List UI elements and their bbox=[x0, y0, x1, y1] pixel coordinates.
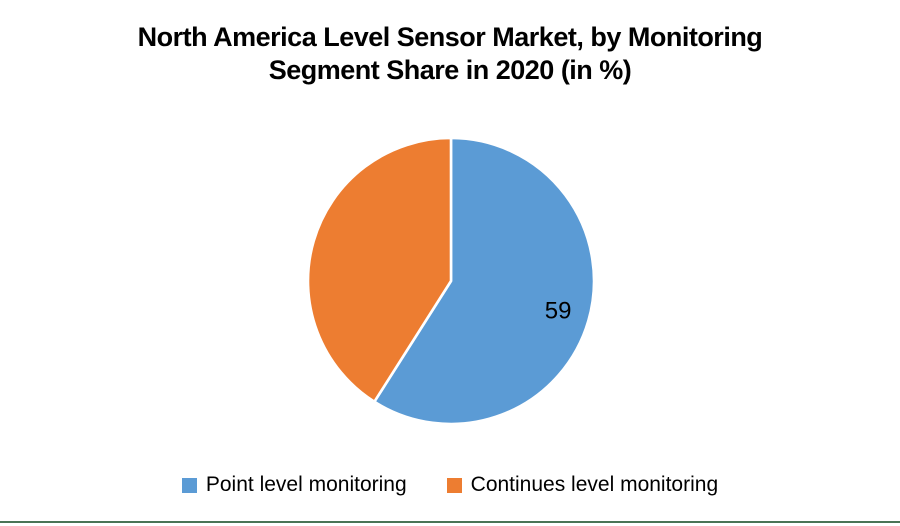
legend-label-continues-level-monitoring: Continues level monitoring bbox=[470, 473, 719, 496]
legend-item-point-level-monitoring: Point level monitoring bbox=[181, 473, 407, 497]
pie-slice-point-level-monitoring bbox=[373, 136, 596, 426]
pie-data-label-point-level-monitoring: 59 bbox=[545, 297, 572, 324]
chart-title: North America Level Sensor Market, by Mo… bbox=[0, 21, 900, 87]
legend-swatch-point-level-monitoring bbox=[181, 477, 197, 493]
bottom-border-line bbox=[0, 521, 900, 523]
chart-legend: Point level monitoring Continues level m… bbox=[0, 473, 900, 497]
legend-item-continues-level-monitoring: Continues level monitoring bbox=[446, 473, 719, 497]
pie-slice-continues-level-monitoring bbox=[306, 136, 453, 404]
legend-label-point-level-monitoring: Point level monitoring bbox=[205, 473, 407, 496]
legend-swatch-continues-level-monitoring bbox=[446, 477, 462, 493]
chart-title-line2: Segment Share in 2020 (in %) bbox=[268, 55, 632, 85]
chart-title-line1: North America Level Sensor Market, by Mo… bbox=[137, 22, 763, 52]
